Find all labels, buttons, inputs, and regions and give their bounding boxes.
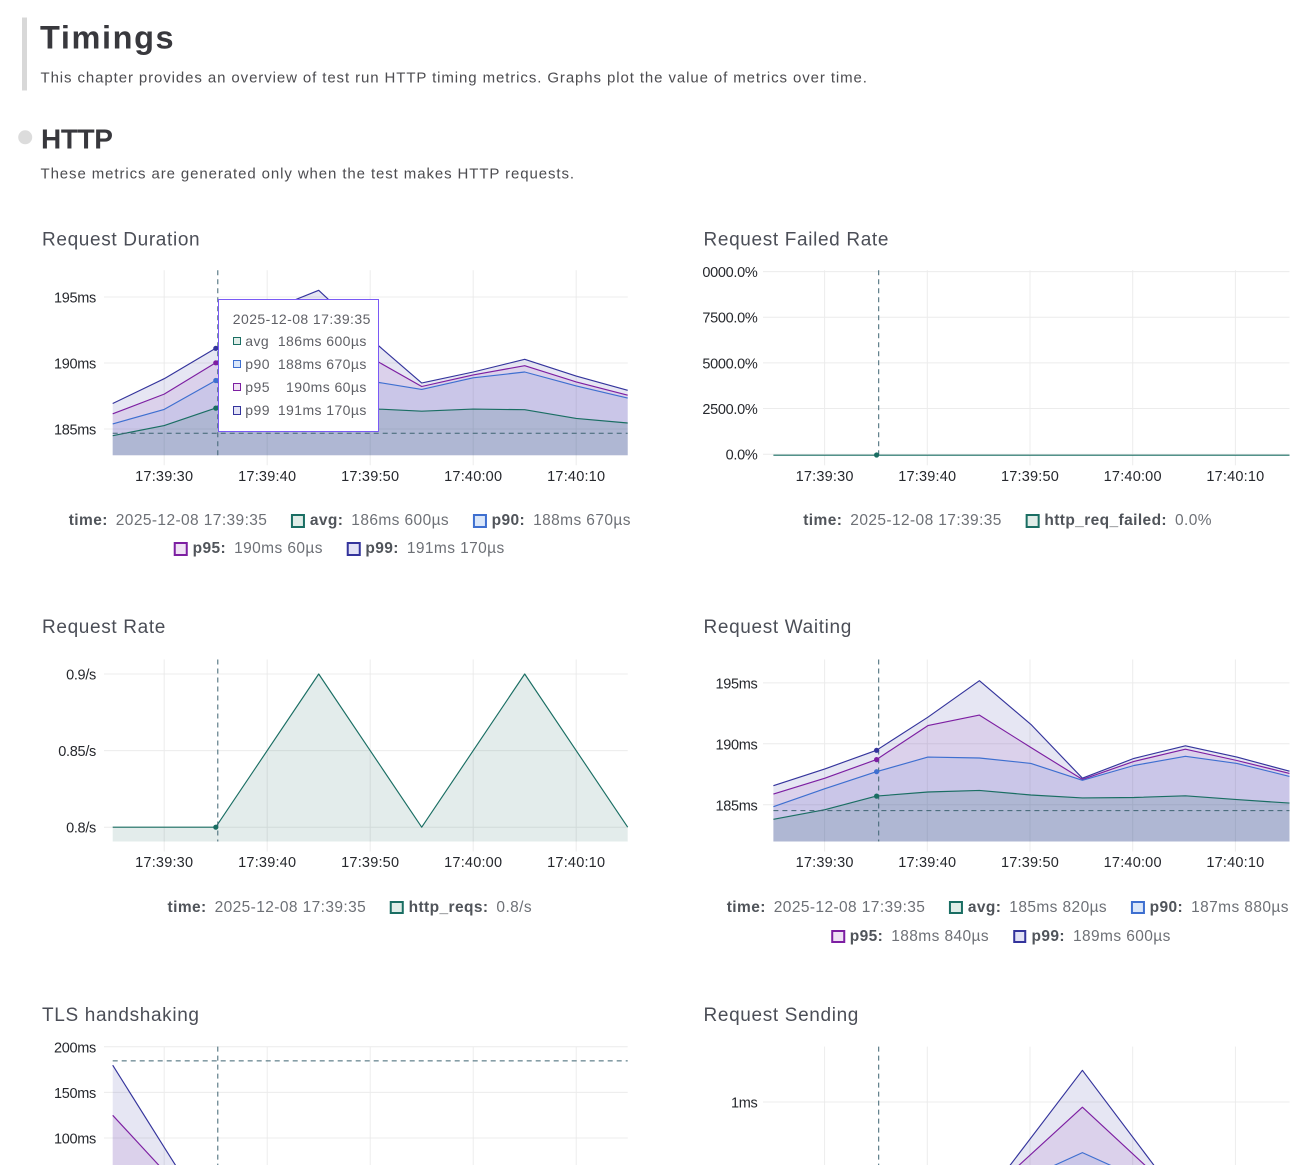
svg-text:17:40:00: 17:40:00 (444, 855, 502, 871)
svg-text:200ms: 200ms (54, 1040, 96, 1056)
svg-text:0.0%: 0.0% (726, 448, 758, 464)
svg-text:0.85/s: 0.85/s (58, 744, 96, 760)
svg-text:17:39:50: 17:39:50 (341, 855, 399, 871)
svg-text:17:39:30: 17:39:30 (135, 855, 193, 871)
svg-text:Request Failed Rate: Request Failed Rate (704, 230, 890, 251)
svg-text:17:40:10: 17:40:10 (1206, 469, 1264, 485)
svg-text:17:40:10: 17:40:10 (547, 469, 605, 485)
svg-text:2500.0%: 2500.0% (702, 402, 758, 418)
svg-text:17:40:10: 17:40:10 (1206, 855, 1264, 871)
svg-text:17:39:50: 17:39:50 (1001, 469, 1059, 485)
svg-text:17:39:50: 17:39:50 (341, 469, 399, 485)
svg-text:17:39:40: 17:39:40 (238, 469, 296, 485)
svg-text:1ms: 1ms (731, 1096, 758, 1112)
svg-text:150ms: 150ms (54, 1086, 96, 1102)
svg-text:17:39:40: 17:39:40 (238, 855, 296, 871)
svg-text:185ms: 185ms (54, 423, 96, 439)
svg-text:0.8/s: 0.8/s (66, 821, 96, 837)
svg-text:Request Duration: Request Duration (42, 230, 200, 251)
svg-text:17:39:30: 17:39:30 (796, 469, 854, 485)
svg-text:HTTP: HTTP (41, 124, 113, 155)
svg-text:190ms: 190ms (715, 737, 757, 753)
svg-text:17:40:00: 17:40:00 (1104, 855, 1162, 871)
svg-text:185ms: 185ms (715, 798, 757, 814)
svg-text:195ms: 195ms (715, 676, 757, 692)
svg-text:0000.0%: 0000.0% (702, 265, 758, 281)
svg-text:This chapter provides an overv: This chapter provides an overview of tes… (41, 70, 868, 87)
svg-text:These metrics are generated on: These metrics are generated only when th… (41, 166, 575, 183)
svg-text:17:39:50: 17:39:50 (1001, 855, 1059, 871)
svg-text:195ms: 195ms (54, 291, 96, 307)
svg-text:17:39:30: 17:39:30 (796, 855, 854, 871)
svg-text:7500.0%: 7500.0% (702, 311, 758, 327)
svg-text:17:40:00: 17:40:00 (1104, 469, 1162, 485)
svg-text:Request Rate: Request Rate (42, 617, 166, 638)
svg-text:Request Sending: Request Sending (704, 1005, 860, 1026)
svg-text:TLS handshaking: TLS handshaking (42, 1005, 200, 1026)
svg-text:Timings: Timings (40, 20, 175, 56)
svg-text:Request Waiting: Request Waiting (704, 617, 852, 638)
svg-text:190ms: 190ms (54, 357, 96, 373)
svg-text:100ms: 100ms (54, 1132, 96, 1148)
svg-text:0.9/s: 0.9/s (66, 668, 96, 684)
svg-text:17:40:10: 17:40:10 (547, 855, 605, 871)
svg-text:17:39:40: 17:39:40 (898, 469, 956, 485)
svg-text:17:39:30: 17:39:30 (135, 469, 193, 485)
svg-text:17:39:40: 17:39:40 (898, 855, 956, 871)
svg-text:5000.0%: 5000.0% (702, 356, 758, 372)
svg-text:17:40:00: 17:40:00 (444, 469, 502, 485)
